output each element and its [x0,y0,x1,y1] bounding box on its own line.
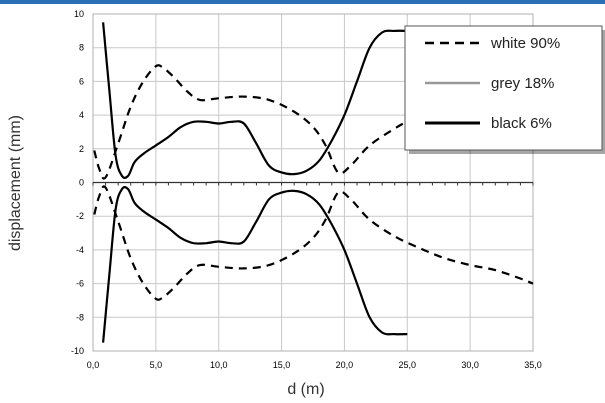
x-tick-label: 30,0 [461,360,479,370]
x-tick-label: 15,0 [273,360,291,370]
y-tick-label: 8 [79,43,84,53]
series-line-black-6 [102,186,408,343]
y-tick-label: -4 [76,245,84,255]
x-tick-label: 20,0 [336,360,354,370]
legend-label: black 6% [491,115,552,132]
y-tick-label: 10 [74,9,84,19]
legend: white 90% grey 18% black 6% [404,25,605,154]
x-axis-title: d (m) [287,381,324,398]
x-tick-label: 25,0 [399,360,417,370]
x-tick-label: 0,0 [87,360,100,370]
y-tick-label: -6 [76,279,84,289]
y-tick-label: -2 [76,211,84,221]
series-lines [93,22,534,343]
series-line-white-90 [93,185,534,301]
legend-label: white 90% [490,35,560,52]
y-tick-label: -10 [71,346,84,356]
y-tick-label: 4 [79,110,84,120]
legend-label: grey 18% [491,75,554,92]
x-tick-label: 10,0 [210,360,228,370]
x-tick-label: 35,0 [524,360,542,370]
zero-axis [92,181,534,186]
series-line-black-6 [102,22,408,179]
series-line-white-90 [93,64,421,180]
legend-box [404,25,603,151]
top-accent-bar [0,0,605,4]
y-tick-labels: 10 8 6 4 2 0 -2 -4 -6 -8 -10 [71,9,84,356]
x-tick-label: 5,0 [150,360,163,370]
y-tick-label: 0 [79,178,84,188]
x-tick-labels: 0,0 5,0 10,0 15,0 20,0 25,0 30,0 35,0 [87,360,542,370]
y-axis-title: displacement (mm) [7,115,24,251]
y-tick-label: -8 [76,312,84,322]
y-tick-label: 6 [79,76,84,86]
y-tick-label: 2 [79,144,84,154]
